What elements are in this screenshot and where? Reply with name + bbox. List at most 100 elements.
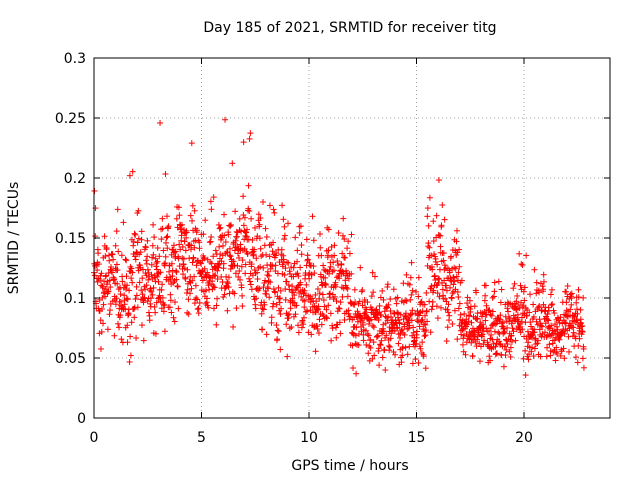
data-point — [263, 251, 270, 258]
data-point — [174, 283, 181, 290]
data-point — [522, 372, 529, 379]
data-point — [379, 354, 386, 361]
data-point — [98, 306, 105, 313]
data-point — [325, 226, 332, 233]
data-point — [321, 303, 328, 310]
data-point — [369, 355, 376, 362]
data-point — [292, 234, 299, 241]
plot-frame — [93, 57, 611, 419]
data-point — [363, 341, 370, 348]
data-point — [205, 304, 212, 311]
data-point — [129, 269, 136, 276]
data-point — [311, 270, 318, 277]
data-point — [123, 257, 130, 264]
data-point — [109, 251, 116, 258]
data-point — [314, 286, 321, 293]
data-point — [371, 352, 378, 359]
data-point — [327, 310, 334, 317]
data-point — [278, 246, 285, 253]
data-point — [429, 298, 436, 305]
data-point — [244, 250, 251, 257]
data-point — [451, 278, 458, 285]
data-point — [271, 209, 278, 216]
data-point — [509, 325, 516, 332]
data-point — [507, 353, 514, 360]
data-point — [202, 287, 209, 294]
data-point — [213, 321, 220, 328]
data-point — [211, 272, 218, 279]
data-point — [551, 310, 558, 317]
data-point — [395, 317, 402, 324]
data-point — [272, 262, 279, 269]
data-point — [126, 358, 133, 365]
data-point — [422, 321, 429, 328]
data-point — [360, 337, 367, 344]
data-point — [449, 290, 456, 297]
data-point — [496, 316, 503, 323]
data-point — [436, 276, 443, 283]
data-point — [345, 238, 352, 245]
data-point — [422, 332, 429, 339]
data-point — [260, 264, 267, 271]
data-point — [553, 323, 560, 330]
data-point — [190, 255, 197, 262]
data-point — [268, 319, 275, 326]
data-point — [561, 330, 568, 337]
data-point — [434, 290, 441, 297]
data-point — [150, 251, 157, 258]
data-point — [242, 232, 249, 239]
data-point — [395, 340, 402, 347]
data-point — [200, 254, 207, 261]
data-point — [365, 350, 372, 357]
data-point — [257, 215, 264, 222]
data-point — [171, 318, 178, 325]
data-point — [361, 310, 368, 317]
data-point — [341, 236, 348, 243]
data-point — [335, 230, 342, 237]
data-point — [350, 365, 357, 372]
data-point — [166, 304, 173, 311]
data-point — [191, 207, 198, 214]
data-point — [138, 322, 145, 329]
data-point — [206, 239, 213, 246]
data-point — [530, 301, 537, 308]
data-point — [132, 253, 139, 260]
data-point — [540, 286, 547, 293]
data-point — [159, 281, 166, 288]
data-point — [441, 262, 448, 269]
data-point — [548, 302, 555, 309]
data-point — [513, 298, 520, 305]
data-point — [310, 237, 317, 244]
data-point — [281, 271, 288, 278]
data-point — [369, 322, 376, 329]
data-point — [207, 198, 214, 205]
data-point — [128, 265, 135, 272]
data-point — [580, 345, 587, 352]
data-point — [111, 275, 118, 282]
data-point — [422, 312, 429, 319]
data-point — [549, 301, 556, 308]
data-point — [530, 313, 537, 320]
data-point — [495, 315, 502, 322]
data-point — [275, 328, 282, 335]
data-point — [368, 293, 375, 300]
data-point — [193, 227, 200, 234]
data-point — [263, 290, 270, 297]
data-point — [178, 221, 185, 228]
data-point — [454, 227, 461, 234]
data-point — [352, 299, 359, 306]
data-point — [117, 291, 124, 298]
data-point — [215, 221, 222, 228]
data-point — [392, 317, 399, 324]
data-point — [447, 284, 454, 291]
data-point — [172, 299, 179, 306]
data-point — [310, 263, 317, 270]
data-points — [91, 116, 587, 379]
data-point — [492, 351, 499, 358]
data-point — [336, 305, 343, 312]
data-point — [173, 267, 180, 274]
data-point — [387, 335, 394, 342]
data-point — [337, 299, 344, 306]
data-point — [200, 231, 207, 238]
data-point — [416, 343, 423, 350]
